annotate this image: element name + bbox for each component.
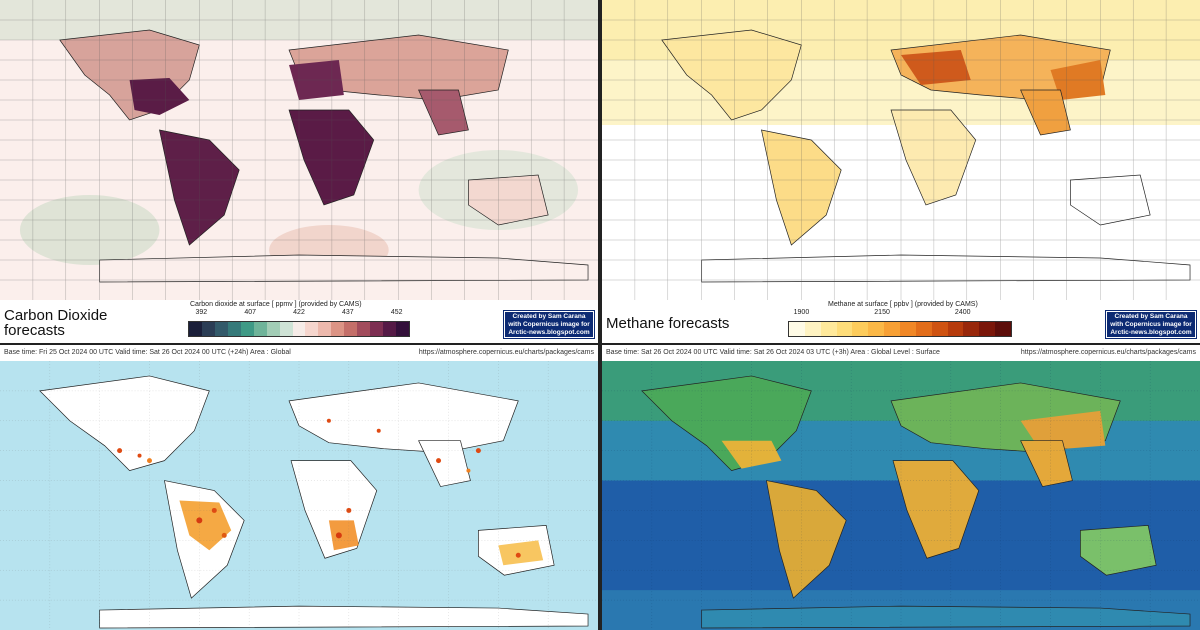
panel-divider-vertical [598,0,602,630]
fires-header: Base time: Fri 25 Oct 2024 00 UTC Valid … [0,345,598,361]
methane-colorbar-swatch [915,322,932,336]
methane-colorbar-swatch [963,322,980,336]
co2-colorbar-swatch [253,322,267,336]
co2-grid [0,0,598,300]
co2-colorbar-swatch [214,322,228,336]
methane-colorbar-swatch [884,322,901,336]
fire-hotspots [117,418,544,566]
co2-colorbar-swatch [370,322,384,336]
co-header-left: Base time: Sat 26 Oct 2024 00 UTC Valid … [606,349,940,356]
methane-title: Methane forecasts [606,315,730,332]
co-map [602,361,1200,630]
fires-map [0,361,598,630]
co2-colorbar-swatch [292,322,306,336]
co-header-url: https://atmosphere.copernicus.eu/charts/… [1020,349,1196,356]
co2-tick: 392 [195,309,208,316]
co2-colorbar-swatch [305,322,319,336]
credit-line: Created by Sam Carana [512,313,586,320]
methane-world-map [602,0,1200,300]
methane-tick: 2150 [874,309,890,316]
methane-colorbar-swatch [820,322,837,336]
co2-colorbar-swatch [383,322,396,336]
co2-map [0,0,598,300]
credit-line: with Copernicus image for [1110,321,1192,328]
co2-colorbar-swatch [357,322,371,336]
methane-colorbar-swatch [804,322,821,336]
methane-colorbar-swatch [979,322,996,336]
co-forecast-panel: Base time: Sat 26 Oct 2024 00 UTC Valid … [602,345,1200,630]
co2-colorbar-swatch [396,322,409,336]
co2-colorbar-swatch [201,322,215,336]
methane-credit-badge: Created by Sam Carana with Copernicus im… [1105,310,1197,339]
credit-line: with Copernicus image for [508,321,590,328]
fires-grid [0,361,598,630]
co2-colorbar-swatch [189,322,202,336]
co2-colorbar-swatch [266,322,280,336]
methane-footer: Methane forecasts Methane at surface [ p… [602,300,1200,343]
co2-world-map [0,0,598,300]
methane-forecast-panel: Methane forecasts Methane at surface [ p… [602,0,1200,343]
methane-colorbar [788,321,1012,337]
methane-tick: 1900 [793,309,810,316]
methane-colorbar-swatch [789,322,805,336]
credit-line: Arctic-news.blogspot.com [1110,329,1192,336]
co2-colorbar-swatch [331,322,345,336]
co2-tick: 437 [341,309,354,316]
methane-colorbar-swatch [931,322,948,336]
panel-divider-horizontal [0,343,1200,345]
co2-colorbar-label: Carbon dioxide at surface [ ppmv ] (prov… [190,301,362,308]
fires-header-left: Base time: Fri 25 Oct 2024 00 UTC Valid … [4,349,291,356]
co2-colorbar-swatch [240,322,254,336]
credit-line: Arctic-news.blogspot.com [508,329,590,336]
co2-footer: Carbon Dioxide forecasts Carbon dioxide … [0,300,598,343]
co2-colorbar-swatch [279,322,293,336]
co2-colorbar-swatch [318,322,332,336]
fires-header-url: https://atmosphere.copernicus.eu/charts/… [418,349,594,356]
methane-colorbar-swatch [947,322,964,336]
methane-tick: 2400 [954,309,971,316]
co2-tick: 422 [293,309,305,316]
fires-world-map [0,361,598,630]
co2-tick: 452 [390,309,403,316]
co2-forecast-panel: Carbon Dioxide forecasts Carbon dioxide … [0,0,598,343]
fires-forecast-panel: Base time: Fri 25 Oct 2024 00 UTC Valid … [0,345,598,630]
co2-title: Carbon Dioxide forecasts [4,307,108,339]
methane-grid [602,0,1200,300]
methane-map [602,0,1200,300]
methane-colorbar-swatch [900,322,916,336]
co-world-map [602,361,1200,630]
co2-tick: 407 [244,309,256,316]
co2-colorbar [188,321,410,337]
co2-colorbar-swatch [344,322,358,336]
co2-colorbar-swatch [227,322,241,336]
co2-credit-badge: Created by Sam Carana with Copernicus im… [503,310,595,339]
co-header: Base time: Sat 26 Oct 2024 00 UTC Valid … [602,345,1200,361]
methane-colorbar-label: Methane at surface [ ppbv ] (provided by… [828,301,978,308]
credit-line: Created by Sam Carana [1114,313,1188,320]
methane-colorbar-swatch [836,322,853,336]
methane-colorbar-swatch [995,322,1012,336]
methane-colorbar-swatch [852,322,869,336]
methane-colorbar-swatch [868,322,885,336]
